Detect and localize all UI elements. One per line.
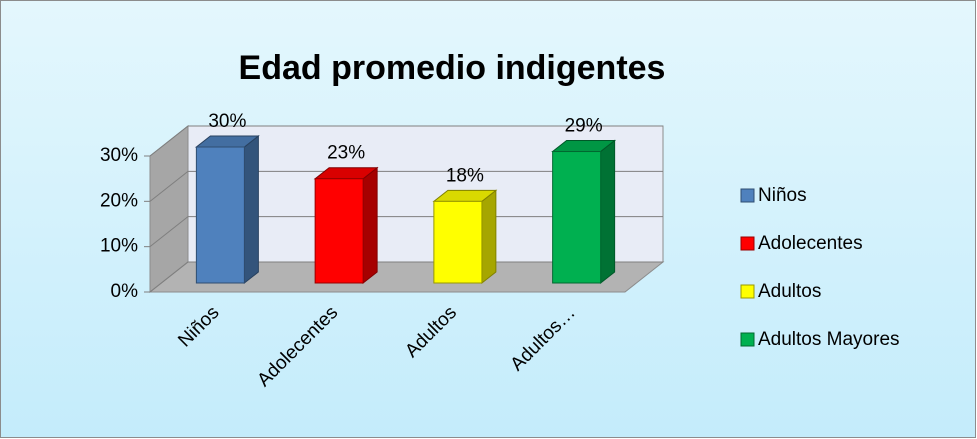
- legend-swatch: [740, 236, 755, 251]
- legend-label: Adolecentes: [758, 233, 863, 254]
- grid-line: [149, 170, 663, 202]
- bar: [314, 178, 364, 284]
- legend-label: Adultos Mayores: [758, 329, 900, 350]
- grid-line: [149, 216, 663, 248]
- bar: [195, 146, 245, 284]
- value-label: 23%: [327, 143, 365, 164]
- value-label: 18%: [446, 165, 484, 186]
- legend-swatch: [740, 332, 755, 347]
- bar-side: [243, 134, 259, 285]
- bar-side: [362, 166, 378, 285]
- bar-side: [481, 189, 497, 285]
- bar: [433, 200, 483, 284]
- value-label: 29%: [565, 116, 603, 137]
- value-label: 30%: [208, 111, 246, 132]
- bar-side: [600, 139, 616, 285]
- y-tick-label: 0%: [111, 281, 139, 302]
- grid-line: [149, 261, 663, 293]
- legend-label: Niños: [758, 185, 807, 206]
- bar: [552, 151, 602, 284]
- y-tick-label: 20%: [100, 190, 138, 211]
- y-tick-label: 10%: [100, 236, 138, 257]
- chart-title: Edad promedio indigentes: [239, 49, 666, 87]
- legend-label: Adultos: [758, 281, 821, 302]
- legend-swatch: [740, 188, 755, 203]
- legend-swatch: [740, 284, 755, 299]
- grid-line: [149, 125, 663, 157]
- y-tick-label: 30%: [100, 145, 138, 166]
